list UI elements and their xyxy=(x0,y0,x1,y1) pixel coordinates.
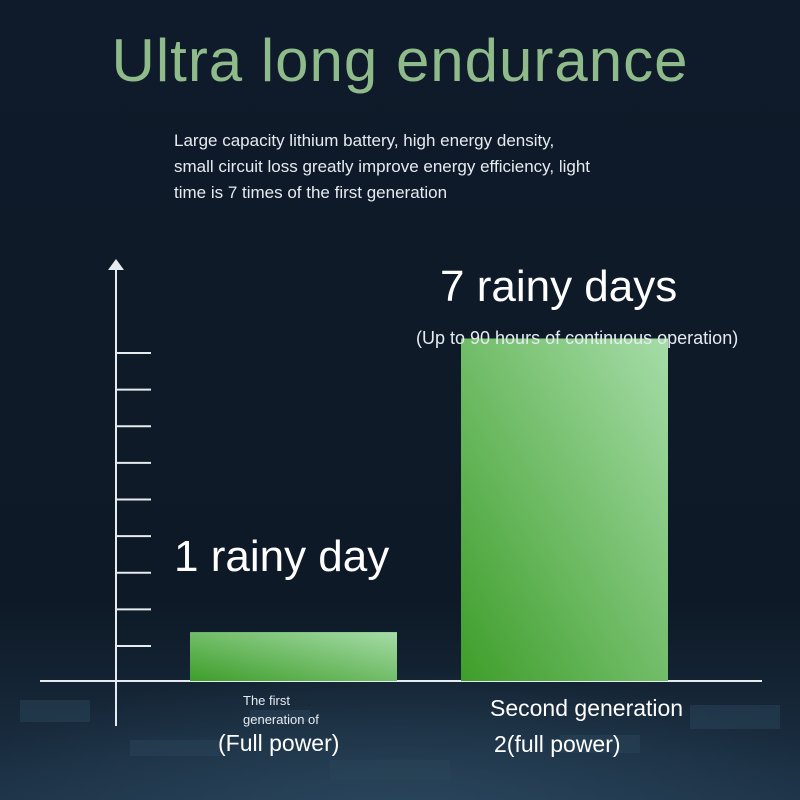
description-line: small circuit loss greatly improve energ… xyxy=(174,157,591,176)
category-label-1-main: (Full power) xyxy=(218,730,340,756)
page-title: Ultra long endurance xyxy=(111,27,689,94)
description: Large capacity lithium battery, high ene… xyxy=(174,128,694,206)
bar-2 xyxy=(461,338,668,681)
y-axis-arrow xyxy=(108,259,124,270)
category-label-2-line-2: 2(full power) xyxy=(494,731,621,757)
bar-value-label-2: 7 rainy days xyxy=(440,262,678,311)
category-label-1-line-2: generation of xyxy=(243,712,319,727)
bar-1 xyxy=(190,632,397,681)
description-line: time is 7 times of the first generation xyxy=(174,183,448,202)
bar-value-note: (Up to 90 hours of continuous operation) xyxy=(416,328,739,348)
description-line: Large capacity lithium battery, high ene… xyxy=(174,131,555,150)
category-label-1-line-1: The first xyxy=(243,693,290,708)
bar-value-label-1: 1 rainy day xyxy=(174,532,390,581)
category-label-2-line-1: Second generation xyxy=(490,695,684,721)
